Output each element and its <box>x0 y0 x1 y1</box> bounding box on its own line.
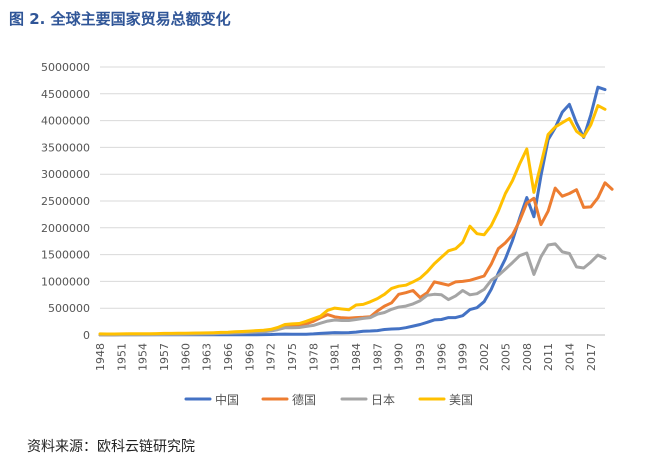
series-line-1 <box>98 181 614 337</box>
x-tick-label: 1972 <box>265 343 278 371</box>
x-tick-label: 1963 <box>201 343 214 371</box>
y-tick-label: 5000000 <box>41 61 90 74</box>
source-note: 资料来源：欧科云链研究院 <box>27 439 195 455</box>
y-tick-label: 3500000 <box>41 141 90 154</box>
y-tick-label: 4500000 <box>41 88 90 101</box>
x-tick-label: 1954 <box>137 343 150 371</box>
y-tick-label: 0 <box>83 329 90 342</box>
y-tick-label: 3000000 <box>41 168 90 181</box>
y-tick-label: 4000000 <box>41 115 90 128</box>
x-tick-label: 1996 <box>435 343 448 371</box>
x-tick-label: 2017 <box>585 343 598 371</box>
figure-title: 图 2. 全球主要国家贸易总额变化 <box>9 10 231 28</box>
y-axis-ticks: 0 500000 1000000 1500000 2000000 2500000 30000… <box>41 61 90 342</box>
x-tick-label: 2005 <box>499 343 512 371</box>
x-tick-label: 1960 <box>179 343 192 371</box>
x-tick-label: 2014 <box>563 343 576 371</box>
x-tick-label: 1987 <box>371 343 384 371</box>
series-line-3 <box>98 104 607 336</box>
y-tick-label: 2500000 <box>41 195 90 208</box>
x-axis-ticks: 1948 1951 1954 1957 1960 1963 1966 1969 1972 1975… <box>94 343 598 371</box>
legend: 中国 德国 日本 美国 <box>184 392 473 407</box>
y-tick-label: 500000 <box>48 302 90 315</box>
legend-label-1: 德国 <box>292 392 316 407</box>
legend-label-0: 中国 <box>215 392 239 407</box>
x-tick-label: 1999 <box>457 343 470 371</box>
series-lines <box>98 85 614 337</box>
gridlines <box>100 66 605 309</box>
x-tick-label: 1993 <box>414 343 427 371</box>
x-tick-label: 1978 <box>307 343 320 371</box>
x-tick-label: 1957 <box>158 343 171 371</box>
series-line-0 <box>98 85 607 337</box>
x-tick-label: 1984 <box>350 343 363 371</box>
x-tick-label: 2011 <box>542 343 555 371</box>
x-tick-label: 1969 <box>243 343 256 371</box>
series-line-2 <box>98 242 607 337</box>
x-tick-label: 1975 <box>286 343 299 371</box>
y-tick-label: 1000000 <box>41 275 90 288</box>
y-tick-label: 2000000 <box>41 222 90 235</box>
x-tick-label: 1951 <box>115 343 128 371</box>
x-tick-label: 1990 <box>393 343 406 371</box>
legend-label-3: 美国 <box>449 393 473 407</box>
x-tick-label: 1948 <box>94 343 107 371</box>
x-tick-label: 2008 <box>521 343 534 371</box>
x-tick-label: 2002 <box>478 343 491 371</box>
x-tick-label: 1981 <box>329 343 342 371</box>
legend-label-2: 日本 <box>371 393 395 407</box>
y-tick-label: 1500000 <box>41 249 90 262</box>
x-tick-label: 1966 <box>222 343 235 371</box>
